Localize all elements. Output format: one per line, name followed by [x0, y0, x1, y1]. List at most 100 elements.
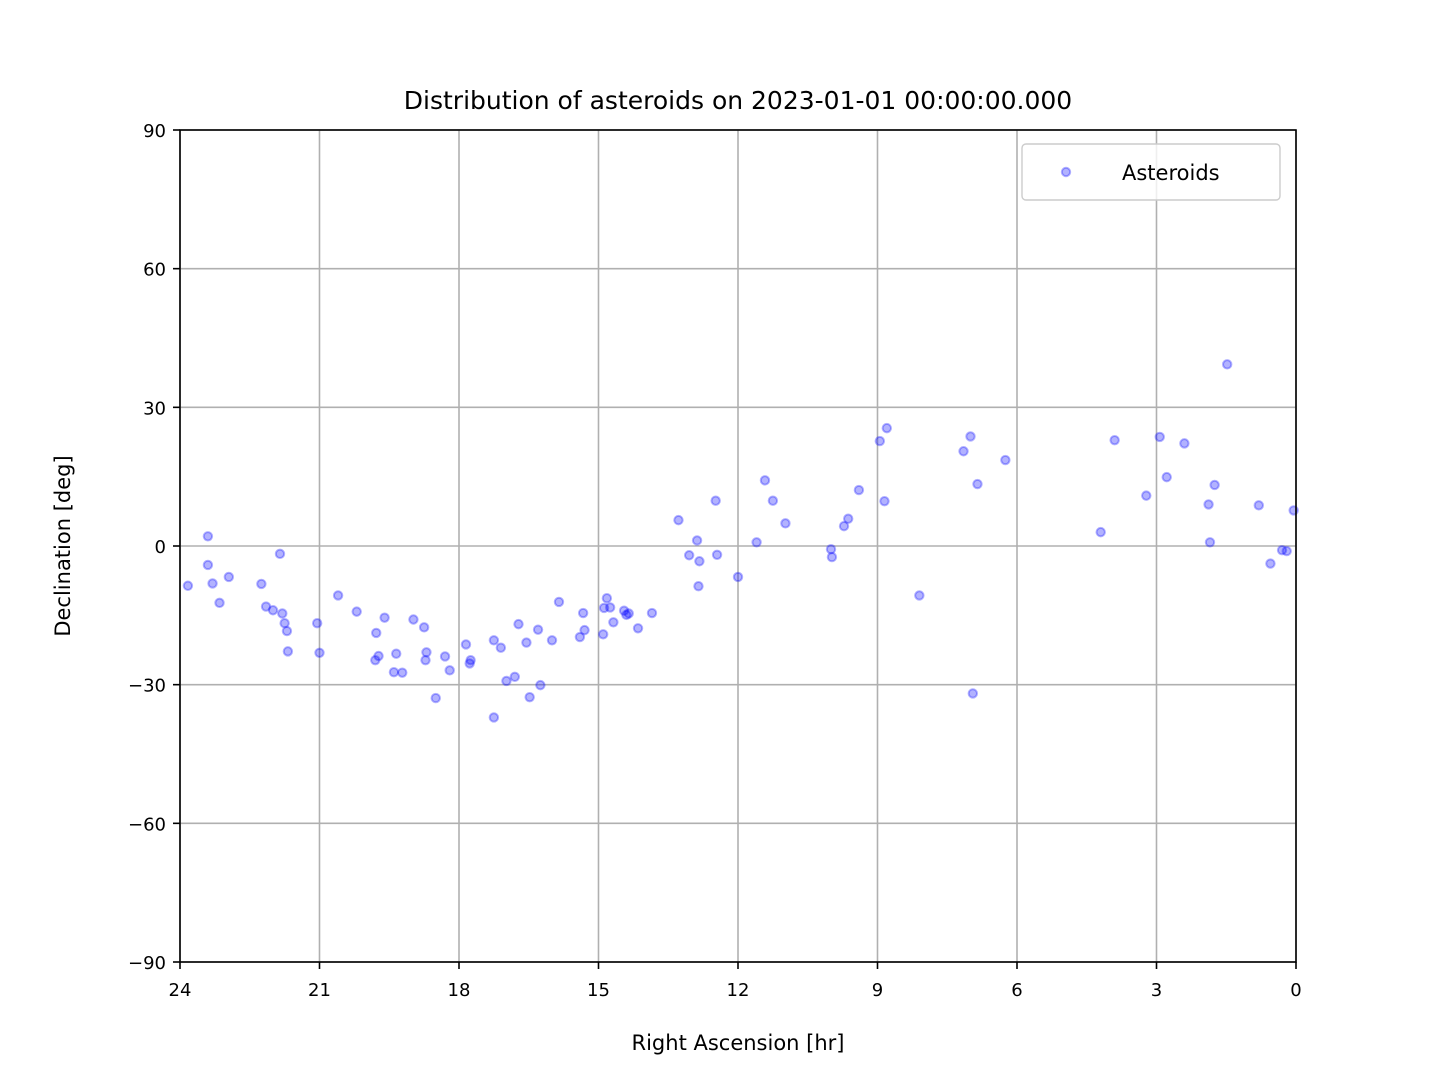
asteroid-point: [601, 593, 613, 604]
asteroid-point: [267, 605, 279, 616]
y-tick-label: −30: [128, 676, 166, 697]
asteroid-point: [371, 627, 382, 639]
asteroid-point: [604, 602, 616, 613]
asteroid-point: [373, 650, 384, 662]
asteroid-point: [1281, 545, 1292, 557]
asteroid-point: [420, 654, 431, 666]
y-tick-label: −90: [128, 953, 166, 974]
asteroid-point: [967, 688, 979, 699]
asteroid-point: [521, 637, 532, 648]
asteroid-point: [488, 712, 500, 723]
asteroid-point: [495, 642, 507, 653]
asteroid-point: [711, 549, 723, 560]
asteroid-point: [1000, 454, 1011, 466]
legend-label-asteroids: Asteroids: [1122, 161, 1220, 185]
asteroid-point: [311, 617, 323, 629]
chart-title: Distribution of asteroids on 2023-01-01 …: [404, 86, 1072, 115]
asteroid-point: [460, 639, 472, 650]
y-tick-label: 30: [143, 398, 166, 419]
asteroid-point: [182, 580, 194, 591]
asteroid-point: [332, 590, 344, 601]
data-points: [182, 359, 1299, 723]
asteroid-point: [279, 617, 290, 629]
asteroid-point: [780, 518, 791, 529]
asteroid-point: [408, 614, 419, 625]
asteroid-point: [281, 625, 293, 637]
asteroid-point: [965, 431, 976, 442]
x-axis-ticks: 24 21 18 15 12 9 6 3 0: [169, 962, 1302, 1001]
x-tick-label: 9: [872, 980, 883, 1001]
asteroid-point: [683, 550, 695, 561]
asteroid-point: [914, 590, 925, 601]
asteroid-point: [843, 513, 854, 524]
asteroid-point: [597, 629, 609, 640]
asteroid-point: [608, 617, 619, 628]
asteroid-point: [881, 422, 892, 434]
asteroid-point: [546, 635, 558, 646]
asteroid-point: [759, 475, 771, 486]
asteroid-point: [524, 691, 535, 703]
asteroid-point: [1109, 434, 1120, 446]
asteroid-point: [646, 607, 658, 619]
asteroid-point: [1095, 526, 1106, 538]
asteroid-point: [314, 647, 325, 658]
asteroid-point: [1203, 499, 1214, 510]
y-tick-label: 0: [155, 537, 166, 558]
x-axis-label: Right Ascension [hr]: [632, 1031, 845, 1055]
asteroid-point: [574, 631, 586, 643]
asteroid-point: [618, 605, 630, 616]
asteroid-point: [509, 671, 520, 683]
asteroid-point: [710, 495, 721, 506]
asteroid-point: [621, 609, 632, 621]
asteroid-point: [972, 478, 983, 490]
asteroid-point: [1161, 471, 1172, 483]
asteroid-point: [693, 581, 704, 592]
x-tick-label: 0: [1290, 980, 1301, 1001]
asteroid-point: [1276, 544, 1288, 556]
x-tick-label: 6: [1011, 980, 1022, 1001]
y-tick-label: 90: [143, 121, 166, 142]
y-tick-label: −60: [128, 814, 166, 835]
asteroid-point: [694, 556, 705, 567]
asteroid-point: [465, 654, 476, 666]
asteroid-point: [751, 537, 762, 548]
asteroid-point: [351, 606, 362, 617]
asteroid-point: [260, 601, 272, 612]
asteroid-point: [274, 548, 286, 560]
asteroid-point: [421, 647, 432, 658]
asteroid-point: [1221, 359, 1233, 370]
asteroid-point: [379, 612, 390, 623]
asteroid-point: [370, 654, 381, 666]
x-tick-label: 15: [587, 980, 610, 1001]
asteroid-point: [732, 571, 744, 583]
asteroid-point: [444, 665, 455, 676]
asteroid-point: [439, 651, 451, 662]
asteroid-point: [874, 435, 886, 447]
asteroid-point: [838, 520, 850, 532]
x-tick-label: 12: [727, 980, 750, 1001]
asteroid-point: [397, 667, 408, 678]
asteroid-point: [223, 571, 235, 583]
asteroid-point: [513, 618, 524, 630]
x-tick-label: 3: [1151, 980, 1162, 1001]
y-axis-label: Declination [deg]: [51, 455, 75, 636]
asteroid-point: [202, 531, 214, 542]
y-axis-ticks: 90 60 30 0 −30 −60 −90: [128, 121, 180, 974]
asteroid-point: [418, 622, 430, 633]
asteroid-point: [598, 602, 610, 614]
legend-box: [1021, 143, 1281, 201]
asteroid-point: [577, 607, 589, 619]
asteroid-point: [256, 578, 267, 590]
x-tick-label: 24: [169, 980, 192, 1001]
asteroid-point: [535, 679, 546, 691]
y-tick-label: 60: [143, 260, 166, 281]
asteroid-point: [464, 658, 475, 669]
asteroid-point: [632, 623, 644, 634]
asteroid-point: [501, 675, 512, 687]
asteroid-point: [1154, 431, 1165, 443]
asteroid-point: [1265, 558, 1276, 569]
asteroid-point: [214, 597, 225, 609]
asteroid-point: [767, 495, 779, 506]
asteroid-point: [853, 484, 865, 496]
asteroid-point: [532, 624, 544, 635]
